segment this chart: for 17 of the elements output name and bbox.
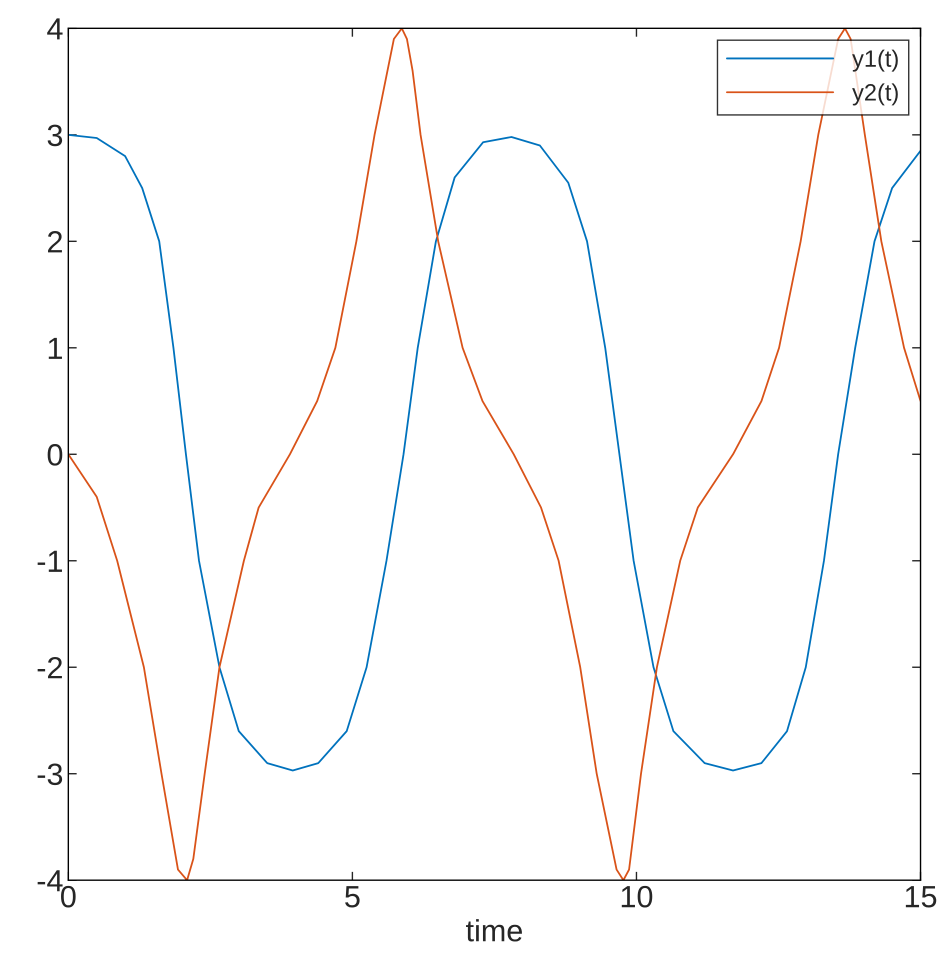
legend-label: y2(t) bbox=[852, 83, 898, 106]
y-tick-label: 3 bbox=[48, 124, 62, 146]
x-tick-label: 5 bbox=[345, 886, 360, 908]
y-tick-label: 2 bbox=[48, 231, 62, 252]
x-tick-label: 10 bbox=[622, 886, 652, 908]
x-tick-label: 15 bbox=[906, 886, 936, 908]
y-tick-label: -4 bbox=[38, 870, 63, 892]
line-series bbox=[68, 28, 921, 880]
line-series bbox=[68, 134, 921, 772]
y-tick-label: -2 bbox=[38, 656, 62, 678]
y-tick-label: -3 bbox=[38, 763, 62, 786]
y-tick-label: 1 bbox=[48, 338, 62, 359]
x-axis-title: time bbox=[466, 919, 522, 942]
legend-label: y1(t) bbox=[852, 50, 898, 72]
y-tick-label: 4 bbox=[47, 18, 63, 40]
y-tick-label: -1 bbox=[38, 550, 62, 572]
y-tick-label: 0 bbox=[48, 444, 62, 466]
